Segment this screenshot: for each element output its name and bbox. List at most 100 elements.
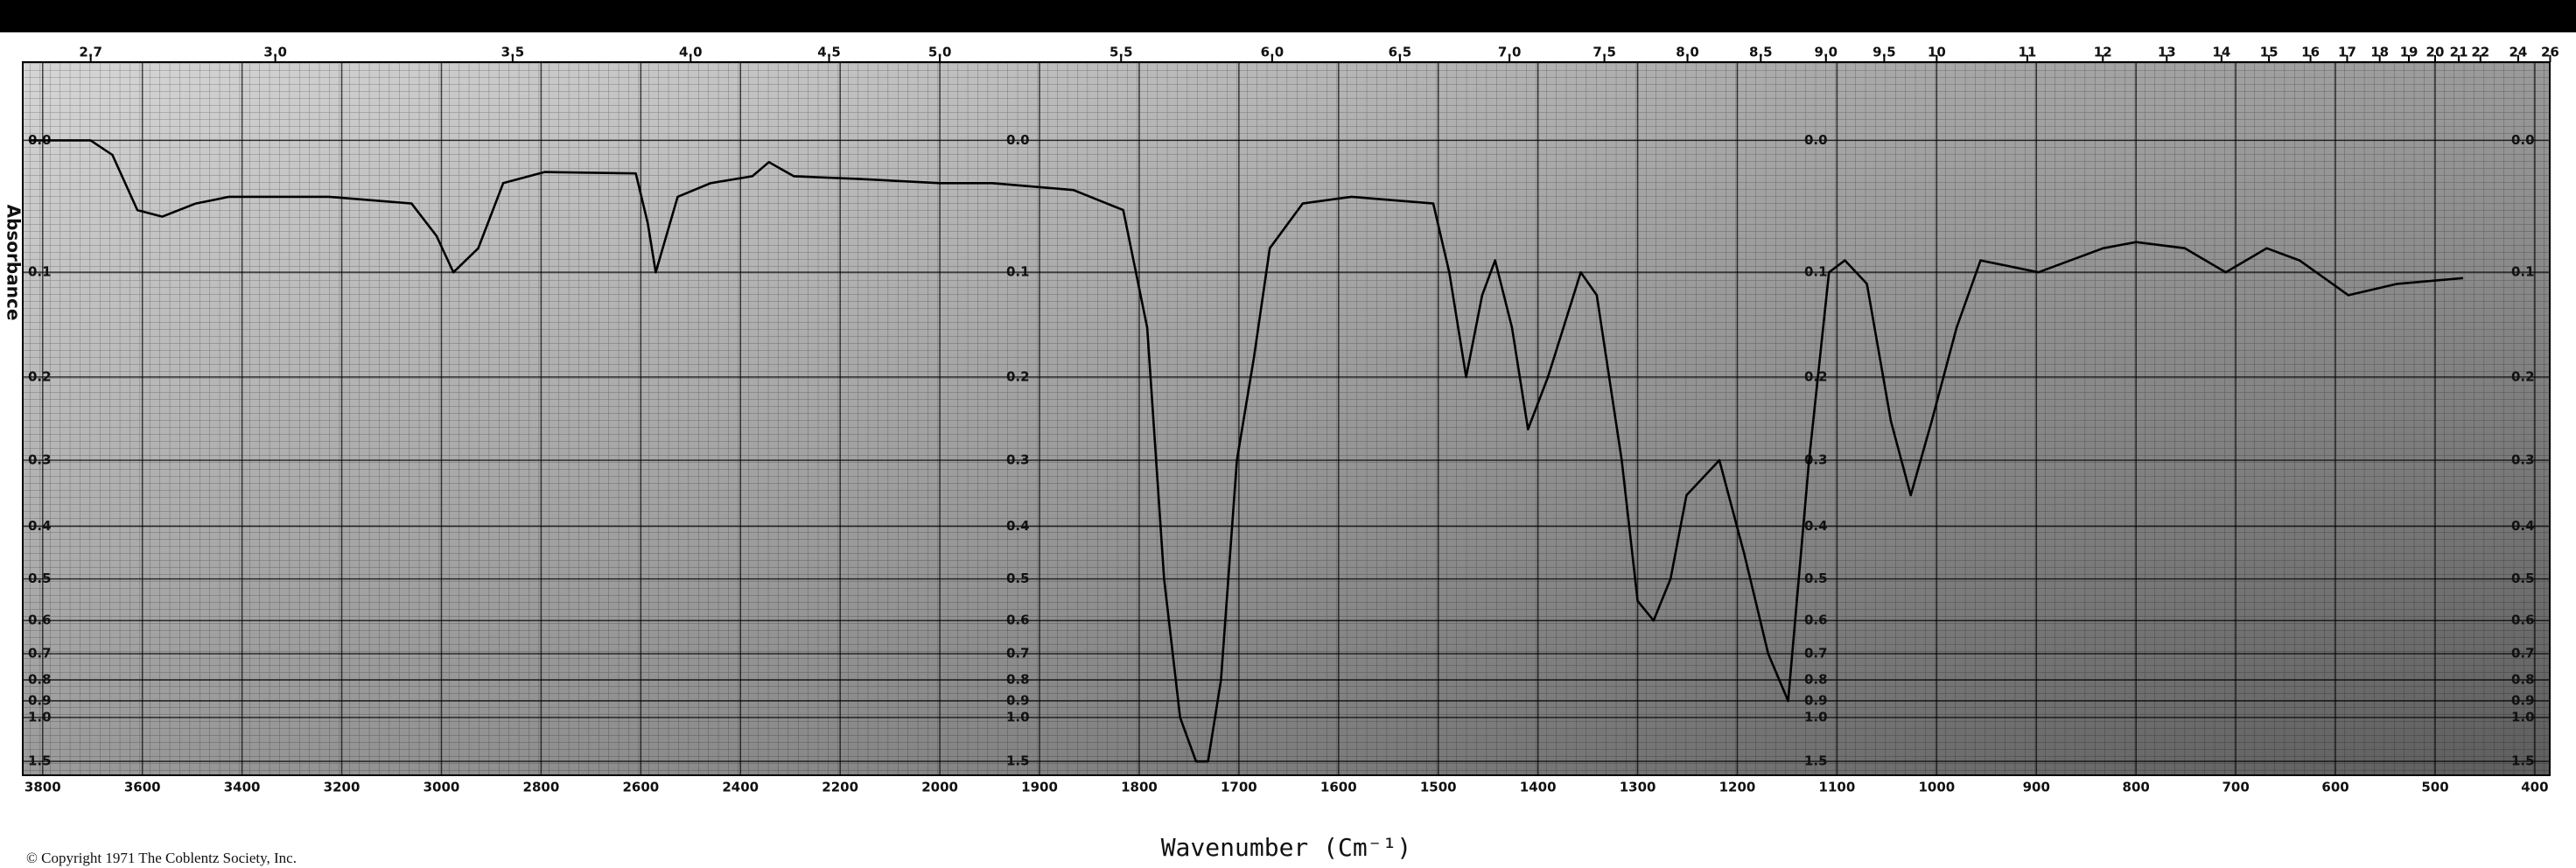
y-tick-label: 0.0 bbox=[2511, 132, 2535, 148]
y-tick-label: 1.0 bbox=[28, 710, 52, 725]
x2-tick-label: 21 bbox=[2450, 45, 2468, 60]
x-tick-label: 500 bbox=[2421, 780, 2448, 795]
y-tick-label: 1.5 bbox=[1804, 753, 1828, 769]
x2-tick-label: 10 bbox=[1928, 45, 1946, 60]
y-tick-label: 0.7 bbox=[1804, 646, 1828, 662]
x-tick-label: 2600 bbox=[622, 780, 659, 795]
x2-tick-label: 12 bbox=[2094, 45, 2112, 60]
x-axis-label: Wavenumber (Cm⁻¹) bbox=[1161, 833, 1412, 862]
y-tick-label: 0.9 bbox=[1006, 693, 1030, 709]
x-tick-label: 2000 bbox=[921, 780, 958, 795]
x2-tick-label: 17 bbox=[2338, 45, 2356, 60]
y-tick-label: 0.0 bbox=[1006, 132, 1030, 148]
y-tick-label: 0.5 bbox=[1804, 570, 1828, 586]
x2-tick-label: 13 bbox=[2158, 45, 2176, 60]
x2-tick-label: 5.5 bbox=[1110, 45, 1133, 60]
y-tick-label: 0.6 bbox=[2511, 612, 2535, 628]
y-tick-label: 0.1 bbox=[28, 264, 52, 280]
x-tick-label: 1100 bbox=[1819, 780, 1856, 795]
y-tick-label: 0.3 bbox=[2511, 452, 2535, 468]
x-tick-label: 400 bbox=[2521, 780, 2548, 795]
y-tick-label: 0.1 bbox=[1006, 264, 1030, 280]
y-tick-label: 0.8 bbox=[1804, 672, 1828, 688]
y-tick-label: 0.0 bbox=[1804, 132, 1828, 148]
top-bar bbox=[0, 0, 2576, 32]
x2-tick-label: 24 bbox=[2509, 45, 2527, 60]
x2-tick-label: 8.0 bbox=[1676, 45, 1699, 60]
y-tick-label: 0.8 bbox=[28, 672, 52, 688]
x-tick-label: 3600 bbox=[124, 780, 161, 795]
y-tick-label: 0.3 bbox=[28, 452, 52, 468]
x-tick-label: 1400 bbox=[1520, 780, 1557, 795]
y-tick-label: 0.9 bbox=[28, 693, 52, 709]
x2-tick-label: 3.0 bbox=[263, 45, 287, 60]
y-tick-label: 1.0 bbox=[1804, 710, 1828, 725]
y-tick-label: 0.7 bbox=[28, 646, 52, 662]
x-tick-label: 600 bbox=[2321, 780, 2348, 795]
x2-tick-label: 18 bbox=[2370, 45, 2389, 60]
x-tick-label: 3000 bbox=[424, 780, 460, 795]
y-tick-label: 0.7 bbox=[1006, 646, 1030, 662]
x-tick-label: 2200 bbox=[822, 780, 858, 795]
x2-tick-label: 8.5 bbox=[1749, 45, 1773, 60]
y-tick-label: 0.4 bbox=[2511, 518, 2535, 534]
x2-tick-label: 19 bbox=[2400, 45, 2418, 60]
x2-tick-label: 14 bbox=[2212, 45, 2230, 60]
y-tick-label: 0.6 bbox=[1804, 612, 1828, 628]
x2-tick-label: 3.5 bbox=[501, 45, 525, 60]
y-tick-label: 0.1 bbox=[2511, 264, 2535, 280]
y-tick-label: 0.2 bbox=[1006, 368, 1030, 384]
y-tick-label: 0.6 bbox=[28, 612, 52, 628]
x-tick-label: 800 bbox=[2123, 780, 2150, 795]
y-tick-label: 1.5 bbox=[2511, 753, 2535, 769]
x2-tick-label: 7.0 bbox=[1498, 45, 1522, 60]
x-tick-label: 1800 bbox=[1121, 780, 1158, 795]
x-tick-label: 1200 bbox=[1719, 780, 1756, 795]
y-tick-label: 0.2 bbox=[28, 368, 52, 384]
y-tick-label: 0.2 bbox=[1804, 368, 1828, 384]
x2-tick-label: 11 bbox=[2018, 45, 2036, 60]
spectrum-line bbox=[30, 139, 2464, 763]
x2-tick-label: 26 bbox=[2541, 45, 2559, 60]
y-tick-label: 0.8 bbox=[2511, 672, 2535, 688]
x2-tick-label: 5.0 bbox=[928, 45, 952, 60]
y-tick-label: 1.0 bbox=[2511, 710, 2535, 725]
x-tick-label: 700 bbox=[2222, 780, 2249, 795]
x2-tick-label: 9.5 bbox=[1872, 45, 1896, 60]
x-tick-label: 2400 bbox=[722, 780, 759, 795]
x2-tick-label: 15 bbox=[2260, 45, 2278, 60]
y-tick-label: 0.4 bbox=[1006, 518, 1030, 534]
y-axis-label: Absorbance bbox=[4, 205, 24, 321]
y-tick-label: 0.3 bbox=[1006, 452, 1030, 468]
x-tick-label: 3400 bbox=[224, 780, 261, 795]
y-tick-label: 0.1 bbox=[1804, 264, 1828, 280]
x-tick-label: 1300 bbox=[1620, 780, 1656, 795]
x2-tick-label: 9.0 bbox=[1814, 45, 1838, 60]
x2-tick-label: 20 bbox=[2426, 45, 2445, 60]
y-tick-label: 1.5 bbox=[28, 753, 52, 769]
y-tick-label: 1.0 bbox=[1006, 710, 1030, 725]
y-tick-label: 0.9 bbox=[2511, 693, 2535, 709]
x2-tick-label: 2.7 bbox=[79, 45, 102, 60]
x-tick-label: 1600 bbox=[1320, 780, 1357, 795]
x2-tick-label: 4.5 bbox=[817, 45, 841, 60]
y-tick-label: 0.2 bbox=[2511, 368, 2535, 384]
x2-tick-label: 7.5 bbox=[1592, 45, 1616, 60]
y-tick-label: 0.5 bbox=[28, 570, 52, 586]
x-tick-label: 900 bbox=[2023, 780, 2050, 795]
y-tick-label: 0.5 bbox=[1006, 570, 1030, 586]
y-tick-label: 0.6 bbox=[1006, 612, 1030, 628]
y-tick-label: 1.5 bbox=[1006, 753, 1030, 769]
graph-paper bbox=[23, 62, 2550, 775]
y-tick-label: 0.4 bbox=[28, 518, 52, 534]
x-tick-label: 3200 bbox=[324, 780, 360, 795]
x-tick-label: 1000 bbox=[1918, 780, 1955, 795]
y-tick-label: 0.8 bbox=[1006, 672, 1030, 688]
x2-tick-label: 4.0 bbox=[679, 45, 703, 60]
y-tick-label: 0.4 bbox=[1804, 518, 1828, 534]
y-tick-label: 0.7 bbox=[2511, 646, 2535, 662]
x2-tick-label: 22 bbox=[2471, 45, 2489, 60]
x-tick-label: 1700 bbox=[1221, 780, 1257, 795]
x2-tick-label: 6.0 bbox=[1261, 45, 1284, 60]
